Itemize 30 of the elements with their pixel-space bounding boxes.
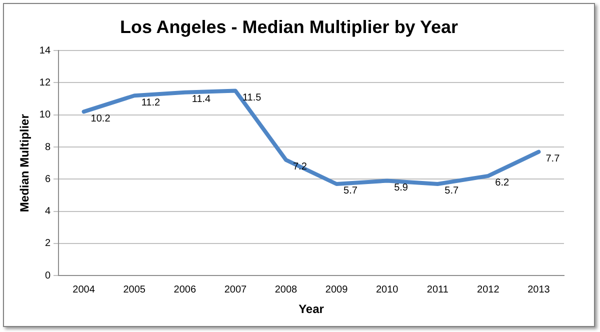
- data-label: 5.7: [444, 186, 459, 197]
- data-label: 6.2: [495, 178, 510, 189]
- data-label: 7.7: [546, 154, 560, 165]
- chart-title: Los Angeles - Median Multiplier by Year: [120, 16, 458, 37]
- x-tick-label: 2006: [174, 284, 196, 296]
- data-label: 11.2: [141, 97, 161, 108]
- x-axis-title: Year: [298, 302, 324, 316]
- x-tick-label: 2008: [274, 284, 298, 296]
- y-tick-label: 8: [44, 142, 51, 153]
- data-label: 5.7: [344, 186, 358, 197]
- y-tick-label: 2: [44, 238, 51, 250]
- y-tick-label: 4: [44, 206, 51, 218]
- x-tick-label: 2013: [528, 284, 550, 296]
- y-tick-label: 0: [44, 270, 51, 282]
- y-axis-title: Median Multiplier: [18, 114, 32, 212]
- x-tick-label: 2009: [325, 284, 348, 296]
- data-label: 5.9: [394, 182, 408, 194]
- data-label: 10.2: [90, 113, 111, 124]
- x-tick-label: 2010: [376, 284, 399, 296]
- y-tick-label: 14: [39, 45, 51, 56]
- x-tick-label: 2004: [72, 284, 96, 296]
- data-label: 11.5: [242, 92, 262, 104]
- y-tick-label: 6: [44, 174, 51, 185]
- y-tick-label: 10: [39, 110, 51, 121]
- x-tick-label: 2012: [477, 284, 500, 296]
- x-tick-label: 2011: [426, 284, 449, 296]
- data-label: 11.4: [192, 94, 212, 106]
- x-tick-label: 2005: [123, 284, 146, 296]
- y-tick-label: 12: [39, 77, 51, 88]
- x-tick-label: 2007: [224, 284, 247, 296]
